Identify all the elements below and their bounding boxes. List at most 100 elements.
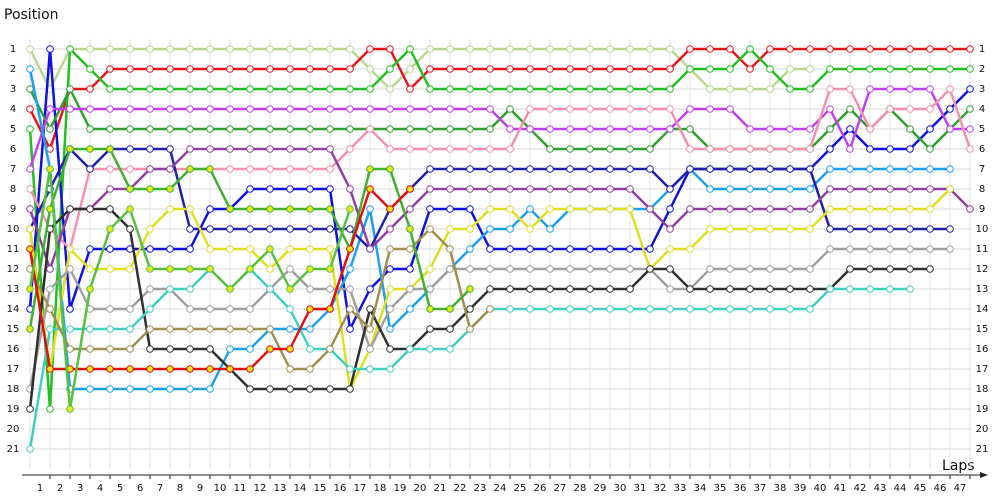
point <box>906 205 914 213</box>
y-tick-label-right: 6 <box>979 144 985 155</box>
point <box>326 205 334 213</box>
point <box>506 285 514 293</box>
point <box>786 225 794 233</box>
point <box>106 385 114 393</box>
point <box>666 285 674 293</box>
point <box>266 125 274 133</box>
series-line <box>28 147 971 271</box>
point <box>486 225 494 233</box>
point <box>626 45 634 53</box>
point <box>206 325 214 333</box>
point <box>746 145 754 153</box>
point <box>686 125 694 133</box>
point <box>66 345 74 353</box>
point <box>66 405 74 413</box>
point <box>326 105 334 113</box>
point <box>406 145 414 153</box>
point <box>706 65 714 73</box>
point <box>146 145 154 153</box>
point <box>206 65 214 73</box>
point <box>326 225 334 233</box>
point <box>66 205 74 213</box>
point <box>186 365 194 373</box>
point <box>606 205 614 213</box>
point <box>126 385 134 393</box>
point <box>366 245 374 253</box>
point <box>546 145 554 153</box>
point <box>606 185 614 193</box>
point <box>666 45 674 53</box>
point <box>386 165 394 173</box>
point <box>206 45 214 53</box>
y-tick-label: 4 <box>10 104 16 115</box>
point <box>306 185 314 193</box>
point <box>386 205 394 213</box>
point <box>406 265 414 273</box>
point <box>406 85 414 93</box>
y-tick-label-right: 10 <box>976 224 989 235</box>
point <box>246 205 254 213</box>
point <box>546 165 554 173</box>
point <box>926 85 934 93</box>
y-tick-label-right: 9 <box>979 204 985 215</box>
point <box>66 105 74 113</box>
point <box>306 265 314 273</box>
point <box>946 85 954 93</box>
point <box>866 205 874 213</box>
point <box>766 165 774 173</box>
x-tick-label: 31 <box>634 483 647 494</box>
series <box>26 145 474 333</box>
point <box>446 305 454 313</box>
point <box>106 185 114 193</box>
point <box>306 45 314 53</box>
point <box>846 225 854 233</box>
point <box>286 345 294 353</box>
point <box>546 205 554 213</box>
point <box>306 165 314 173</box>
point <box>926 225 934 233</box>
point <box>26 165 34 173</box>
point <box>426 265 434 273</box>
point <box>606 245 614 253</box>
y-tick-label: 1 <box>10 44 16 55</box>
point <box>226 305 234 313</box>
point <box>166 245 174 253</box>
y-axis-title: Position <box>4 7 59 23</box>
point <box>226 345 234 353</box>
x-tick-label: 7 <box>157 483 163 494</box>
point <box>266 345 274 353</box>
series <box>26 45 974 413</box>
y-tick-label-right: 13 <box>976 284 989 295</box>
point <box>426 205 434 213</box>
point <box>286 165 294 173</box>
y-tick-label: 9 <box>10 204 16 215</box>
point <box>386 245 394 253</box>
point <box>226 165 234 173</box>
y-tick-label-right: 3 <box>979 84 985 95</box>
point <box>566 65 574 73</box>
point <box>806 185 814 193</box>
point <box>846 265 854 273</box>
point <box>666 205 674 213</box>
x-tick-label: 40 <box>814 483 827 494</box>
x-tick-label: 13 <box>274 483 287 494</box>
point <box>346 205 354 213</box>
point <box>666 85 674 93</box>
point <box>326 305 334 313</box>
point <box>186 85 194 93</box>
point <box>526 165 534 173</box>
point <box>466 65 474 73</box>
point <box>286 205 294 213</box>
point <box>166 145 174 153</box>
point <box>946 105 954 113</box>
point <box>126 145 134 153</box>
y-tick-label: 8 <box>10 184 16 195</box>
point <box>786 125 794 133</box>
point <box>506 245 514 253</box>
point <box>486 185 494 193</box>
point <box>286 65 294 73</box>
point <box>746 85 754 93</box>
point <box>126 65 134 73</box>
point <box>386 225 394 233</box>
point <box>306 65 314 73</box>
